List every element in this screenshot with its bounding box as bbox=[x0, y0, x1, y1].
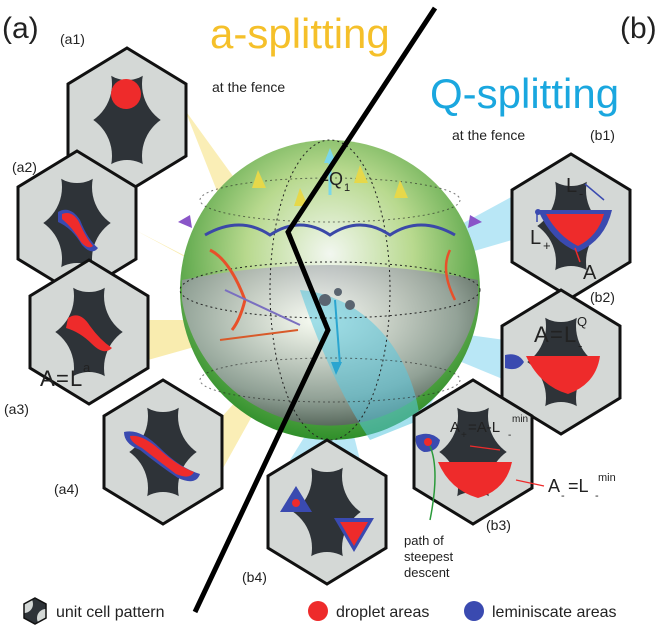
panel-letter-b: (b) bbox=[620, 12, 657, 45]
fence-note-a: at the fence bbox=[212, 79, 285, 95]
q-splitting-title: Q-splitting bbox=[430, 70, 619, 117]
hex-a4 bbox=[102, 378, 224, 526]
sphere-axis-sub: 1 bbox=[344, 182, 350, 194]
svg-text:descent: descent bbox=[404, 565, 450, 580]
svg-text:Q: Q bbox=[577, 314, 587, 329]
panel-letter-a: (a) bbox=[2, 12, 39, 45]
label-a2: (a2) bbox=[12, 159, 37, 175]
legend-droplet: droplet areas bbox=[336, 604, 429, 621]
eq-b3-top: A + =A-L - min bbox=[450, 414, 528, 441]
svg-text:A: A bbox=[40, 366, 55, 391]
svg-text:=: = bbox=[56, 366, 69, 391]
label-b3: (b3) bbox=[486, 517, 511, 533]
svg-text:L: L bbox=[530, 227, 541, 249]
svg-text:L: L bbox=[564, 322, 576, 347]
svg-text:=L: =L bbox=[568, 476, 589, 496]
divider-line bbox=[192, 6, 438, 614]
svg-text:min: min bbox=[598, 472, 616, 484]
svg-text:=: = bbox=[550, 322, 563, 347]
svg-text:A: A bbox=[450, 419, 460, 436]
svg-text:=A-L: =A-L bbox=[468, 419, 500, 436]
fence-note-b: at the fence bbox=[452, 127, 525, 143]
svg-text:L: L bbox=[566, 175, 577, 197]
svg-text:-: - bbox=[595, 490, 599, 502]
unit-cell-icon bbox=[23, 597, 47, 625]
svg-text:+: + bbox=[461, 430, 467, 441]
eq-b3-bottom: A - =L - min bbox=[548, 472, 616, 502]
svg-text:+: + bbox=[543, 238, 551, 253]
b1-annotations: L - L + A bbox=[530, 175, 597, 284]
energy-sphere: -Q 1 bbox=[178, 139, 482, 441]
eq-a3: A = L a bbox=[40, 360, 91, 391]
svg-text:-: - bbox=[579, 186, 583, 201]
svg-text:-: - bbox=[561, 490, 565, 502]
label-b2: (b2) bbox=[590, 289, 615, 305]
label-a1: (a1) bbox=[60, 31, 85, 47]
legend-unit-cell: unit cell pattern bbox=[56, 604, 165, 621]
svg-text:L: L bbox=[70, 366, 82, 391]
svg-text:A: A bbox=[534, 322, 549, 347]
label-b4: (b4) bbox=[242, 569, 267, 585]
svg-text:-: - bbox=[578, 338, 582, 353]
label-b1: (b1) bbox=[590, 127, 615, 143]
label-a4: (a4) bbox=[54, 481, 79, 497]
svg-text:-: - bbox=[508, 430, 511, 441]
legend: unit cell pattern droplet areas leminisc… bbox=[23, 597, 617, 625]
svg-text:steepest: steepest bbox=[404, 549, 454, 564]
eq-b2: A = L Q - bbox=[534, 314, 587, 353]
legend-leminiscate: leminiscate areas bbox=[492, 604, 617, 621]
label-a3: (a3) bbox=[4, 401, 29, 417]
droplet-swatch bbox=[308, 601, 328, 621]
svg-text:A: A bbox=[548, 476, 560, 496]
svg-text:A: A bbox=[583, 262, 597, 284]
path-of-steepest-descent-label: path of steepest descent bbox=[404, 533, 454, 580]
svg-text:a: a bbox=[83, 360, 91, 375]
svg-text:path of: path of bbox=[404, 533, 444, 548]
svg-text:min: min bbox=[512, 414, 528, 425]
leminiscate-swatch bbox=[464, 601, 484, 621]
a-splitting-title: a-splitting bbox=[210, 10, 390, 57]
